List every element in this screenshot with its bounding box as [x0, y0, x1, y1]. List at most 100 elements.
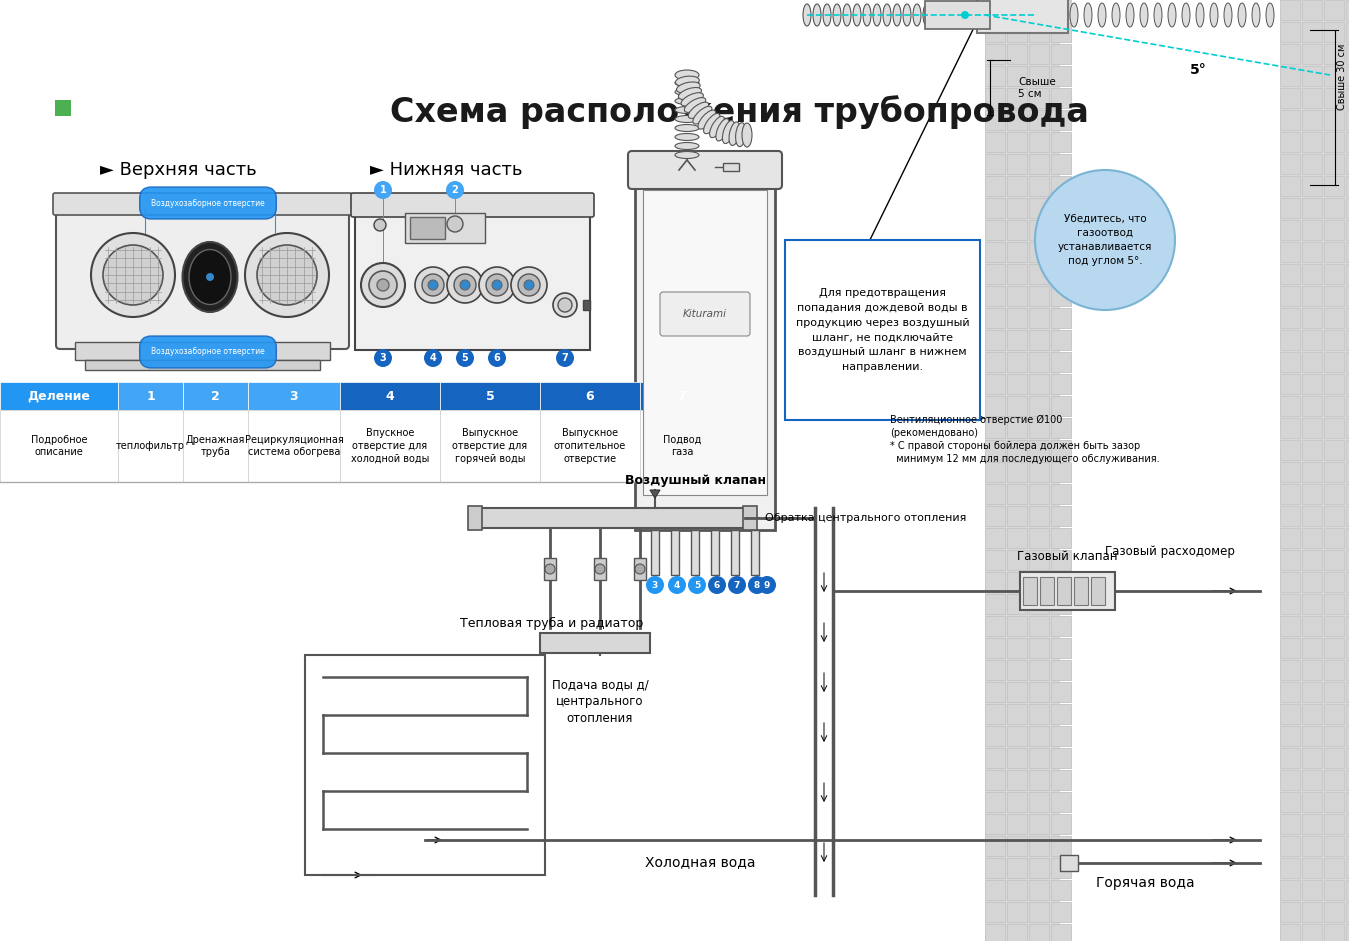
- Ellipse shape: [693, 106, 712, 124]
- Bar: [1323, 506, 1344, 526]
- Bar: [1323, 638, 1344, 658]
- Bar: [985, 22, 1005, 42]
- Bar: [1323, 198, 1344, 218]
- Bar: [1029, 44, 1050, 64]
- Bar: [583, 300, 590, 310]
- Bar: [1051, 616, 1071, 636]
- Bar: [1029, 858, 1050, 878]
- Bar: [985, 154, 1005, 174]
- Bar: [1006, 110, 1027, 130]
- FancyBboxPatch shape: [660, 292, 750, 336]
- Bar: [1302, 726, 1322, 746]
- Bar: [985, 726, 1005, 746]
- Bar: [1051, 682, 1071, 702]
- Bar: [1029, 814, 1050, 834]
- Bar: [1029, 110, 1050, 130]
- Bar: [985, 836, 1005, 856]
- Bar: [1302, 110, 1322, 130]
- Bar: [985, 682, 1005, 702]
- Bar: [1051, 616, 1071, 636]
- Ellipse shape: [902, 4, 911, 26]
- Bar: [1029, 836, 1050, 856]
- Bar: [985, 44, 1005, 64]
- Bar: [1029, 616, 1050, 636]
- Bar: [410, 217, 445, 239]
- Bar: [1006, 220, 1027, 240]
- Bar: [440, 410, 540, 482]
- Ellipse shape: [1224, 3, 1232, 27]
- Bar: [1346, 528, 1349, 548]
- Bar: [1323, 572, 1344, 592]
- Circle shape: [635, 564, 645, 574]
- Bar: [985, 660, 1005, 680]
- Circle shape: [595, 564, 604, 574]
- Bar: [1006, 550, 1027, 570]
- Bar: [1051, 286, 1071, 306]
- Bar: [985, 374, 1005, 394]
- Circle shape: [668, 576, 687, 594]
- Bar: [1029, 396, 1050, 416]
- Bar: [1029, 286, 1050, 306]
- Bar: [1051, 66, 1071, 86]
- Bar: [1006, 44, 1027, 64]
- Bar: [1029, 0, 1050, 20]
- Bar: [1029, 154, 1050, 174]
- Bar: [1323, 176, 1344, 196]
- Bar: [1302, 880, 1322, 900]
- FancyBboxPatch shape: [57, 201, 349, 349]
- Bar: [985, 484, 1005, 504]
- Bar: [1346, 396, 1349, 416]
- Bar: [723, 163, 739, 171]
- Bar: [1280, 396, 1300, 416]
- Text: Деление: Деление: [27, 390, 90, 403]
- Bar: [1346, 550, 1349, 570]
- Bar: [1029, 506, 1050, 526]
- Bar: [1029, 594, 1050, 614]
- Bar: [1280, 814, 1300, 834]
- Bar: [1323, 110, 1344, 130]
- Bar: [1006, 22, 1027, 42]
- Bar: [1051, 352, 1071, 372]
- Circle shape: [422, 274, 444, 296]
- Bar: [1051, 396, 1071, 416]
- Bar: [1323, 792, 1344, 812]
- Bar: [468, 506, 482, 530]
- Bar: [1346, 132, 1349, 152]
- Bar: [985, 286, 1005, 306]
- Bar: [1346, 330, 1349, 350]
- Ellipse shape: [884, 4, 890, 26]
- Bar: [1280, 462, 1300, 482]
- Bar: [1029, 264, 1050, 284]
- Bar: [985, 462, 1005, 482]
- Bar: [1029, 726, 1050, 746]
- Bar: [1029, 902, 1050, 922]
- Ellipse shape: [1070, 3, 1078, 27]
- Bar: [117, 410, 183, 482]
- Bar: [1280, 22, 1300, 42]
- Bar: [1029, 286, 1050, 306]
- Bar: [1051, 748, 1071, 768]
- Ellipse shape: [1140, 3, 1148, 27]
- Bar: [751, 530, 759, 575]
- Bar: [1280, 0, 1300, 20]
- FancyBboxPatch shape: [785, 240, 979, 420]
- Bar: [1006, 132, 1027, 152]
- Text: 7: 7: [734, 581, 741, 589]
- Circle shape: [553, 293, 577, 317]
- Bar: [1029, 572, 1050, 592]
- Bar: [1346, 66, 1349, 86]
- Ellipse shape: [674, 142, 699, 150]
- Bar: [1029, 880, 1050, 900]
- Bar: [1006, 924, 1027, 941]
- Bar: [1006, 792, 1027, 812]
- Bar: [1051, 352, 1071, 372]
- Bar: [1051, 572, 1071, 592]
- Bar: [1323, 132, 1344, 152]
- Bar: [1302, 704, 1322, 724]
- Bar: [480, 508, 755, 528]
- Bar: [1051, 132, 1071, 152]
- Circle shape: [747, 576, 766, 594]
- Bar: [183, 410, 248, 482]
- Bar: [1051, 110, 1071, 130]
- Ellipse shape: [674, 116, 699, 122]
